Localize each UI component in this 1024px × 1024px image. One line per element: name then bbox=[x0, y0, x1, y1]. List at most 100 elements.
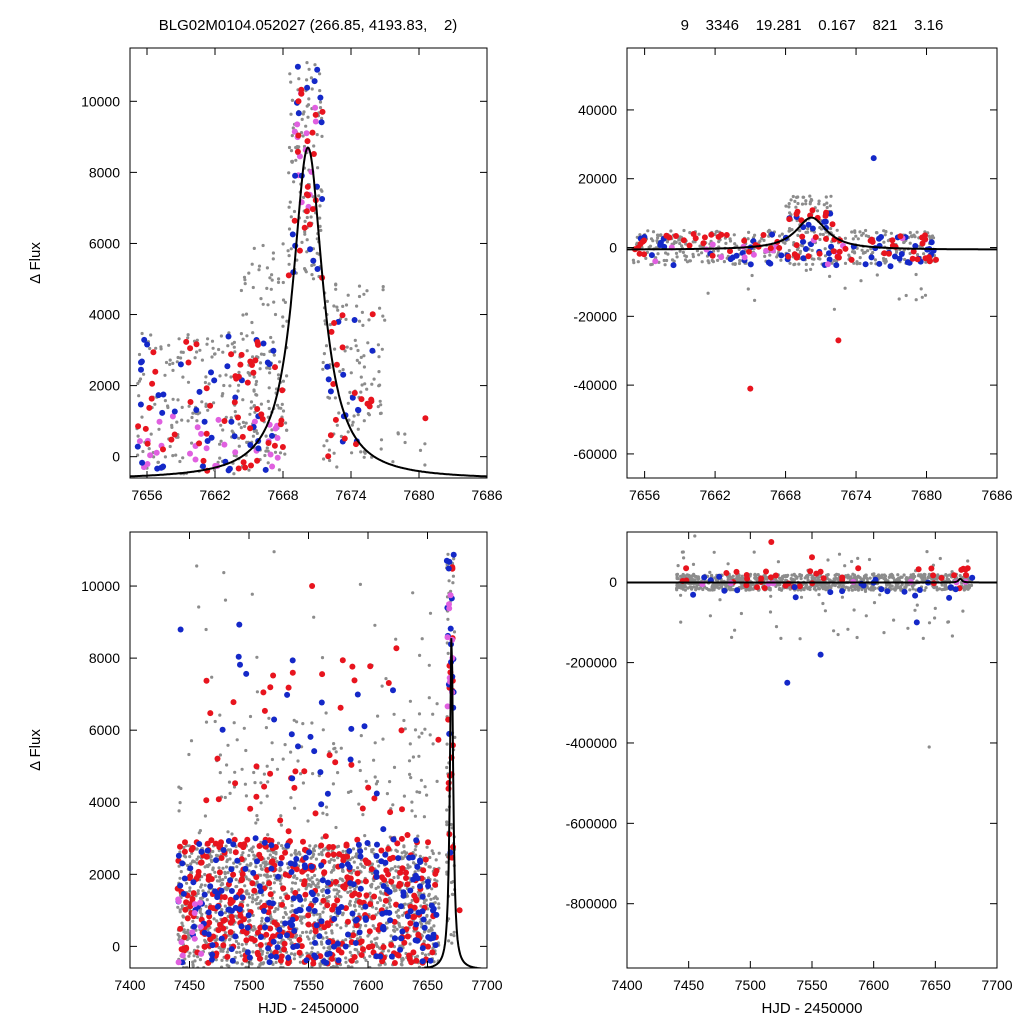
data-point bbox=[179, 952, 186, 959]
data-point bbox=[708, 570, 712, 575]
data-point bbox=[179, 356, 183, 360]
data-point bbox=[783, 241, 787, 245]
data-point bbox=[208, 876, 215, 882]
data-point bbox=[228, 351, 235, 358]
data-point bbox=[437, 902, 441, 906]
data-point bbox=[399, 865, 406, 872]
data-point bbox=[354, 836, 361, 843]
data-point bbox=[307, 67, 311, 71]
data-point bbox=[929, 236, 933, 240]
data-point bbox=[351, 890, 358, 897]
data-point bbox=[264, 726, 268, 730]
data-point bbox=[346, 964, 350, 968]
data-point bbox=[377, 963, 381, 967]
data-point bbox=[317, 769, 324, 776]
data-point bbox=[923, 293, 928, 297]
data-point bbox=[718, 583, 722, 587]
data-point bbox=[878, 574, 882, 578]
data-point bbox=[335, 892, 339, 896]
data-point bbox=[289, 231, 296, 238]
data-point bbox=[408, 699, 412, 703]
data-point bbox=[200, 463, 206, 470]
data-point bbox=[308, 863, 315, 870]
data-point bbox=[346, 293, 350, 297]
data-point bbox=[138, 358, 145, 365]
data-point bbox=[367, 318, 371, 322]
data-point bbox=[760, 232, 767, 238]
data-point bbox=[804, 202, 808, 206]
data-point bbox=[934, 585, 938, 589]
data-point bbox=[274, 944, 281, 951]
data-point bbox=[218, 713, 222, 717]
y-tick-label: -60000 bbox=[573, 446, 617, 462]
data-point bbox=[267, 451, 274, 458]
data-point bbox=[282, 920, 289, 927]
data-point bbox=[259, 867, 263, 871]
data-point bbox=[947, 584, 954, 591]
data-point bbox=[712, 588, 716, 592]
data-point bbox=[800, 255, 807, 262]
model-curve bbox=[411, 638, 487, 968]
data-point bbox=[251, 355, 255, 359]
data-point bbox=[300, 915, 304, 919]
data-point bbox=[241, 841, 248, 848]
data-point bbox=[297, 896, 304, 903]
data-point bbox=[264, 449, 268, 453]
data-point bbox=[268, 865, 275, 872]
data-point bbox=[220, 942, 227, 949]
data-point bbox=[279, 406, 283, 410]
data-point bbox=[407, 920, 414, 927]
data-point bbox=[817, 568, 824, 575]
data-point bbox=[378, 890, 383, 894]
data-point bbox=[358, 935, 362, 940]
data-point bbox=[241, 398, 245, 402]
x-tick-label: 7550 bbox=[293, 977, 324, 993]
data-point bbox=[307, 246, 314, 253]
data-point bbox=[339, 926, 343, 930]
data-point bbox=[356, 348, 360, 353]
data-point bbox=[366, 341, 370, 345]
data-point bbox=[331, 915, 338, 922]
data-point bbox=[808, 200, 813, 204]
data-point bbox=[407, 887, 414, 894]
data-point bbox=[268, 837, 275, 844]
data-point bbox=[251, 331, 255, 335]
data-point bbox=[727, 256, 734, 263]
data-point bbox=[281, 899, 285, 903]
y-tick-label: 40000 bbox=[578, 102, 617, 118]
data-point bbox=[775, 255, 779, 259]
data-point bbox=[765, 259, 772, 266]
data-point bbox=[204, 627, 208, 632]
data-point bbox=[300, 904, 304, 908]
data-point bbox=[810, 248, 814, 252]
data-point bbox=[805, 221, 812, 228]
data-point bbox=[364, 924, 368, 928]
data-point bbox=[228, 866, 235, 873]
data-point bbox=[417, 857, 423, 864]
data-point bbox=[298, 934, 302, 938]
data-point bbox=[914, 272, 918, 277]
data-point bbox=[281, 915, 286, 920]
data-point bbox=[324, 888, 331, 895]
data-point bbox=[227, 929, 234, 936]
data-point bbox=[382, 897, 389, 904]
data-point bbox=[266, 399, 270, 403]
data-point bbox=[312, 111, 319, 118]
data-point bbox=[301, 768, 308, 775]
data-point bbox=[780, 232, 784, 236]
data-point bbox=[285, 428, 289, 432]
data-point bbox=[450, 892, 454, 896]
data-point bbox=[259, 899, 263, 903]
data-point bbox=[413, 848, 417, 852]
data-point bbox=[788, 261, 792, 265]
data-point bbox=[182, 839, 188, 846]
data-point bbox=[938, 556, 942, 561]
data-point bbox=[788, 227, 792, 231]
data-point bbox=[349, 910, 356, 917]
model-curve bbox=[627, 216, 997, 251]
data-point bbox=[419, 778, 423, 782]
data-point bbox=[196, 889, 200, 893]
data-point bbox=[437, 851, 441, 855]
data-point bbox=[357, 319, 362, 323]
data-point bbox=[398, 935, 405, 942]
